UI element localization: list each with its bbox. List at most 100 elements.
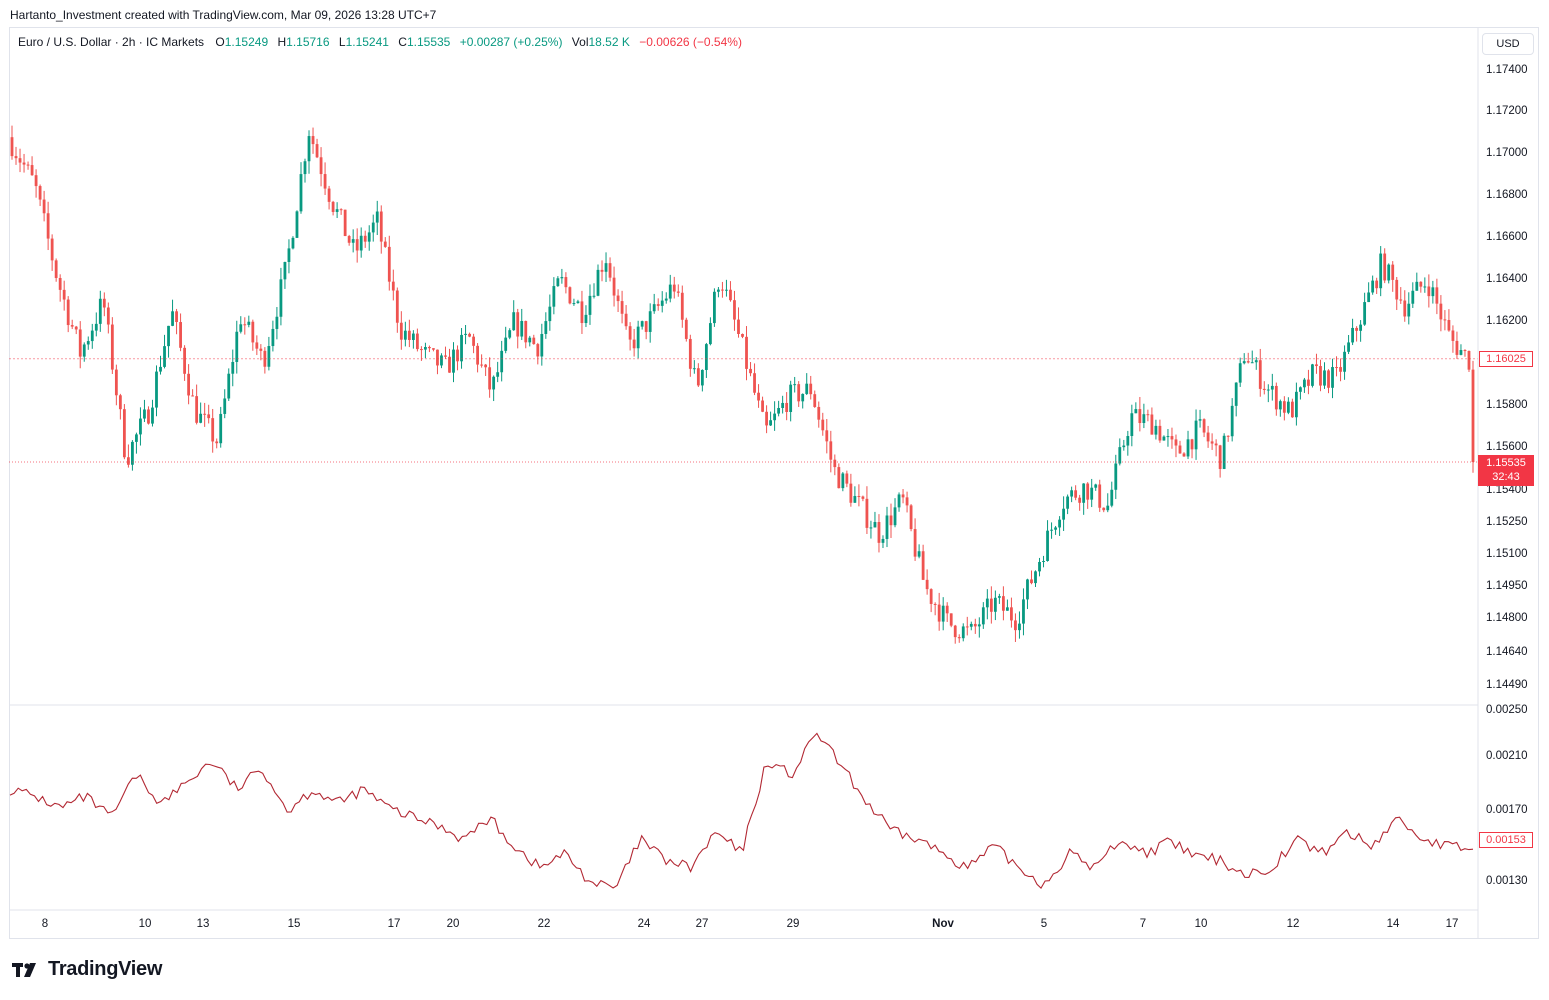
candle-up — [841, 473, 845, 489]
candle-up — [460, 334, 463, 362]
candle-up — [371, 222, 375, 233]
candle-down — [1435, 287, 1439, 304]
time-tick-label: 17 — [1445, 918, 1459, 930]
candle-down — [580, 301, 584, 324]
candle-down — [953, 625, 957, 638]
candle-up — [961, 626, 965, 639]
candle-down — [837, 467, 841, 489]
candle-down — [1290, 401, 1294, 418]
candle-up — [1415, 281, 1419, 291]
candle-down — [175, 311, 178, 323]
candle-up — [1286, 401, 1290, 413]
time-tick-label: 5 — [1040, 918, 1048, 930]
candle-down — [215, 441, 219, 444]
candle-up — [151, 407, 154, 424]
candle-up — [1407, 303, 1411, 317]
candle-up — [1154, 425, 1158, 435]
candle-down — [110, 324, 114, 370]
candle-down — [957, 637, 961, 639]
brand-logo[interactable]: TradingView — [12, 958, 162, 981]
candle-down — [1010, 607, 1013, 621]
candle-down — [1319, 366, 1322, 386]
candle-down — [1463, 350, 1467, 352]
candle-up — [1198, 419, 1202, 421]
candle-down — [343, 209, 347, 237]
candle-down — [387, 246, 391, 282]
candle-up — [789, 384, 793, 412]
candle-down — [568, 287, 572, 304]
candle-up — [1126, 436, 1130, 446]
candle-down — [339, 209, 343, 211]
low-label: L — [338, 35, 346, 49]
candle-up — [1114, 463, 1118, 490]
candle-down — [1150, 414, 1154, 435]
time-tick-label: Nov — [932, 918, 954, 930]
symbol-label[interactable]: Euro / U.S. Dollar · 2h · IC Markets — [18, 35, 205, 49]
candle-up — [1359, 324, 1363, 331]
candle-up — [713, 291, 716, 324]
candle-up — [1423, 286, 1427, 288]
candle-down — [391, 281, 395, 291]
candle-up — [1022, 599, 1025, 624]
candle-down — [18, 158, 22, 163]
change-value: +0.00287 (+0.25%) — [459, 35, 563, 49]
candle-down — [1206, 432, 1210, 442]
candle-down — [147, 409, 150, 424]
indicator-line — [9, 732, 1474, 889]
price-tick-label: 1.15400 — [1486, 484, 1528, 496]
candle-up — [359, 235, 363, 251]
candle-down — [1190, 439, 1194, 450]
candle-up — [424, 346, 427, 350]
currency-button[interactable]: USD — [1482, 33, 1534, 55]
time-tick-label: 24 — [637, 918, 651, 930]
candle-down — [624, 313, 628, 327]
ohlc-legend: Euro / U.S. Dollar · 2h · IC Markets O1.… — [18, 35, 742, 49]
candle-down — [644, 321, 648, 332]
time-tick-label: 29 — [786, 918, 800, 930]
candle-down — [564, 277, 568, 288]
candle-up — [528, 337, 532, 343]
candle-down — [22, 162, 26, 165]
candle-down — [909, 505, 913, 530]
price-tick-label: 1.15100 — [1486, 548, 1528, 560]
candle-down — [1355, 327, 1359, 331]
candle-up — [640, 321, 644, 327]
candle-down — [415, 333, 419, 350]
candle-down — [10, 137, 14, 157]
candle-up — [1130, 413, 1134, 437]
candle-up — [781, 402, 785, 408]
candle-up — [981, 607, 985, 625]
candle-down — [1274, 385, 1278, 410]
candle-up — [664, 298, 668, 301]
candle-down — [472, 336, 475, 346]
candle-up — [584, 314, 588, 324]
candle-down — [825, 430, 829, 442]
candle-down — [34, 175, 38, 187]
candle-down — [106, 307, 110, 325]
price-tick-label: 1.14490 — [1486, 679, 1528, 691]
candle-down — [311, 136, 315, 145]
open-label: O — [215, 35, 225, 49]
candle-up — [1062, 508, 1065, 520]
candle-up — [1411, 290, 1415, 304]
candle-down — [600, 269, 604, 272]
vol-value: 18.52 K — [588, 35, 630, 49]
candle-down — [179, 322, 182, 348]
candle-up — [1134, 409, 1138, 414]
candle-down — [741, 333, 744, 337]
candle-down — [1174, 439, 1178, 446]
candle-down — [42, 199, 46, 214]
candle-up — [700, 369, 704, 386]
time-tick-label: 14 — [1386, 918, 1400, 930]
candle-down — [628, 326, 632, 340]
high-label: H — [277, 35, 287, 49]
candle-down — [191, 395, 195, 397]
bar-countdown: 32:43 — [1492, 471, 1520, 483]
candle-down — [1339, 367, 1342, 372]
candlestick-series — [10, 125, 1475, 644]
candle-up — [171, 311, 174, 326]
candle-up — [893, 507, 897, 526]
candle-up — [588, 295, 592, 315]
candle-down — [1399, 299, 1403, 301]
